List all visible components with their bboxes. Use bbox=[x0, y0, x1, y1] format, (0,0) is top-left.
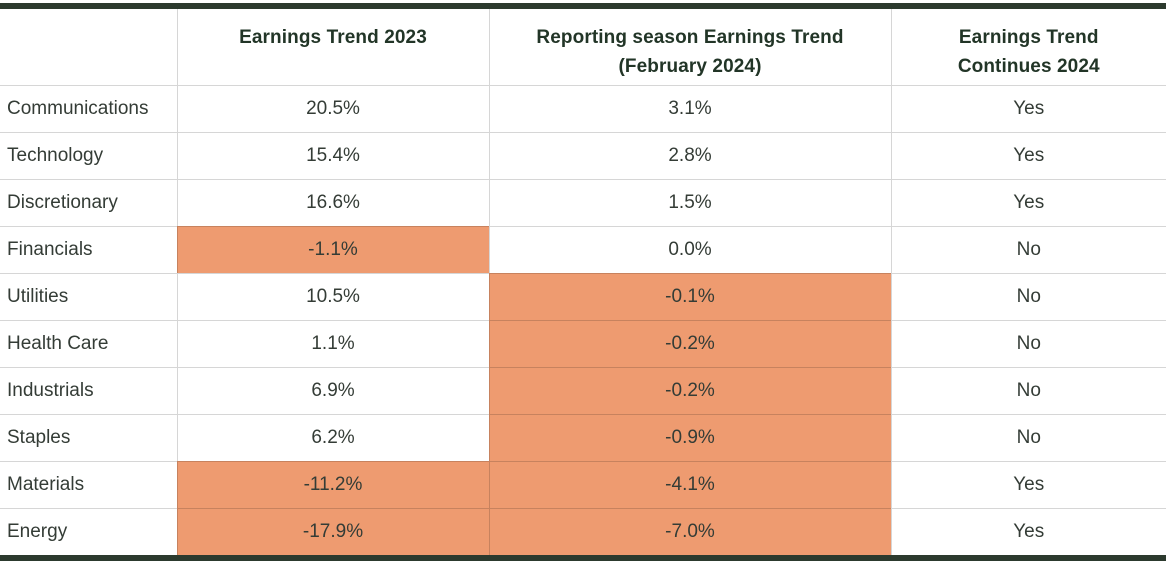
sector-label: Staples bbox=[0, 413, 177, 461]
table-row: Technology 15.4% 2.8% Yes bbox=[0, 131, 1166, 179]
header-earnings-trend-2023-label: Earnings Trend 2023 bbox=[239, 27, 427, 48]
sector-label: Discretionary bbox=[0, 178, 177, 226]
trend-2023-cell: -17.9% bbox=[176, 507, 489, 555]
sector-label: Materials bbox=[0, 460, 177, 508]
continues-2024-cell: Yes bbox=[890, 178, 1166, 226]
reporting-feb-2024-cell: 1.5% bbox=[488, 178, 891, 226]
reporting-feb-2024-cell: 3.1% bbox=[488, 84, 891, 132]
continues-2024-cell: Yes bbox=[890, 131, 1166, 179]
table-row: Materials -11.2% -4.1% Yes bbox=[0, 460, 1166, 508]
table-row: Industrials 6.9% -0.2% No bbox=[0, 366, 1166, 414]
continues-2024-cell: No bbox=[890, 413, 1166, 461]
trend-2023-cell: 6.9% bbox=[176, 366, 489, 414]
sector-label: Communications bbox=[0, 84, 177, 132]
trend-2023-cell: 6.2% bbox=[176, 413, 489, 461]
reporting-feb-2024-cell: -0.2% bbox=[488, 319, 891, 367]
table-row: Communications 20.5% 3.1% Yes bbox=[0, 84, 1166, 132]
trend-2023-cell: 10.5% bbox=[176, 272, 489, 320]
table-bottom-border bbox=[0, 555, 1166, 561]
header-earnings-trend-continues-2024: Earnings Trend Continues 2024 bbox=[890, 9, 1166, 85]
sector-label: Energy bbox=[0, 507, 177, 555]
reporting-feb-2024-cell: -7.0% bbox=[488, 507, 891, 555]
continues-2024-cell: No bbox=[890, 272, 1166, 320]
header-continues-line2: Continues 2024 bbox=[957, 56, 1100, 77]
sector-label: Financials bbox=[0, 225, 177, 273]
sector-label: Technology bbox=[0, 131, 177, 179]
header-earnings-trend-2023: Earnings Trend 2023 bbox=[176, 9, 489, 85]
reporting-feb-2024-cell: -0.1% bbox=[488, 272, 891, 320]
table-row: Discretionary 16.6% 1.5% Yes bbox=[0, 178, 1166, 226]
continues-2024-cell: Yes bbox=[890, 460, 1166, 508]
header-reporting-season-line1: Reporting season Earnings Trend bbox=[536, 27, 844, 48]
table-row: Staples 6.2% -0.9% No bbox=[0, 413, 1166, 461]
sector-label: Industrials bbox=[0, 366, 177, 414]
sector-label: Health Care bbox=[0, 319, 177, 367]
continues-2024-cell: No bbox=[890, 225, 1166, 273]
sector-label: Utilities bbox=[0, 272, 177, 320]
table-row: Health Care 1.1% -0.2% No bbox=[0, 319, 1166, 367]
reporting-feb-2024-cell: -4.1% bbox=[488, 460, 891, 508]
continues-2024-cell: No bbox=[890, 319, 1166, 367]
trend-2023-cell: 1.1% bbox=[176, 319, 489, 367]
table-row: Financials -1.1% 0.0% No bbox=[0, 225, 1166, 273]
continues-2024-cell: Yes bbox=[890, 84, 1166, 132]
trend-2023-cell: 15.4% bbox=[176, 131, 489, 179]
header-reporting-season-line2: (February 2024) bbox=[618, 56, 762, 77]
trend-2023-cell: 16.6% bbox=[176, 178, 489, 226]
trend-2023-cell: -11.2% bbox=[176, 460, 489, 508]
continues-2024-cell: No bbox=[890, 366, 1166, 414]
header-row: Earnings Trend 2023 Reporting season Ear… bbox=[0, 9, 1166, 85]
header-sector bbox=[0, 9, 177, 85]
reporting-feb-2024-cell: -0.2% bbox=[488, 366, 891, 414]
reporting-feb-2024-cell: 0.0% bbox=[488, 225, 891, 273]
sector-earnings-table: Earnings Trend 2023 Reporting season Ear… bbox=[0, 9, 1166, 555]
table-row: Energy -17.9% -7.0% Yes bbox=[0, 507, 1166, 555]
header-continues-line1: Earnings Trend bbox=[958, 27, 1099, 48]
table-top-border bbox=[0, 3, 1166, 9]
trend-2023-cell: 20.5% bbox=[176, 84, 489, 132]
trend-2023-cell: -1.1% bbox=[176, 225, 489, 273]
table-row: Utilities 10.5% -0.1% No bbox=[0, 272, 1166, 320]
reporting-feb-2024-cell: 2.8% bbox=[488, 131, 891, 179]
continues-2024-cell: Yes bbox=[890, 507, 1166, 555]
header-reporting-season-feb-2024: Reporting season Earnings Trend (February… bbox=[488, 9, 891, 85]
reporting-feb-2024-cell: -0.9% bbox=[488, 413, 891, 461]
